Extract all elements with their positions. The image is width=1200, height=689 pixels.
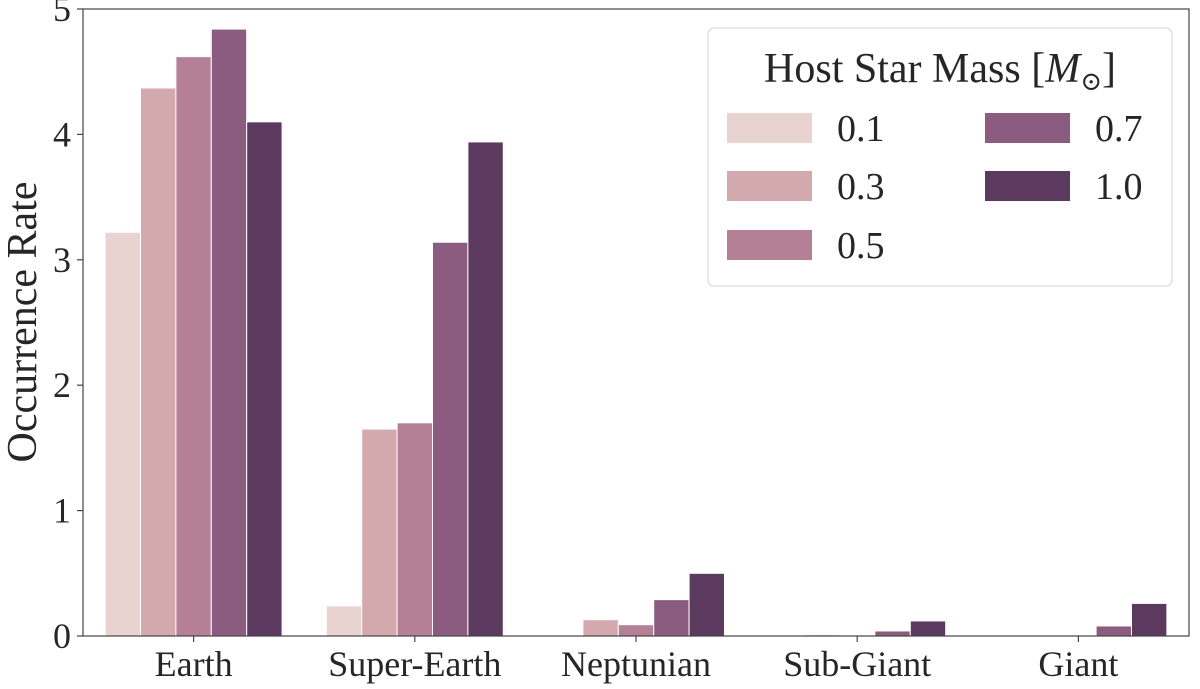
bar-neptunian-0_7 <box>653 599 690 637</box>
legend: Host Star Mass [M⊙] 0.1 0.3 0.5 0.7 1.0 <box>707 27 1173 287</box>
bar-neptunian-0_5 <box>617 624 655 637</box>
y-axis: 0 1 2 3 4 5 <box>53 0 83 656</box>
bar-giant-1_0 <box>1130 602 1168 637</box>
legend-swatch <box>727 230 812 260</box>
legend-frame <box>707 27 1173 287</box>
bar-earth-0_5 <box>175 56 212 637</box>
bar-super-earth-0_7 <box>431 241 469 637</box>
bar-sub-giant-0_7 <box>874 630 911 637</box>
legend-label: 0.5 <box>837 225 885 267</box>
legend-title-subscript: ⊙ <box>1080 67 1102 96</box>
bar-super-earth-1_0 <box>467 141 504 637</box>
bar-super-earth-0_5 <box>396 422 433 637</box>
y-axis-label: Occurrence Rate <box>0 182 46 463</box>
bar-neptunian-0_3 <box>582 619 619 637</box>
x-tick-label: Earth <box>155 644 233 684</box>
legend-swatch <box>727 113 812 143</box>
x-axis: Earth Super-Earth Neptunian Sub-Giant Giant <box>155 636 1118 684</box>
bar-earth-0_7 <box>210 28 248 637</box>
bar-earth-1_0 <box>246 121 283 637</box>
y-tick-label: 4 <box>53 114 71 154</box>
y-tick-label: 0 <box>53 616 71 656</box>
legend-swatch <box>985 171 1070 201</box>
bar-super-earth-0_1 <box>325 605 363 637</box>
legend-label: 0.3 <box>837 166 885 208</box>
bar-super-earth-0_3 <box>361 428 398 637</box>
x-tick-label: Sub-Giant <box>783 644 931 684</box>
y-tick-label: 3 <box>53 240 71 280</box>
x-tick-label: Neptunian <box>561 644 711 684</box>
y-tick-label: 2 <box>53 365 71 405</box>
legend-label: 0.1 <box>837 108 885 150</box>
legend-title-suffix: ] <box>1102 46 1116 92</box>
legend-title-symbol: M <box>1044 46 1082 92</box>
y-tick-label: 5 <box>53 0 71 29</box>
legend-title: Host Star Mass [M⊙] <box>764 46 1116 96</box>
bar-giant-0_7 <box>1095 625 1132 637</box>
bar-earth-0_3 <box>140 87 177 637</box>
bars-group <box>104 28 1168 637</box>
bar-earth-0_1 <box>104 231 142 637</box>
legend-title-prefix: Host Star Mass [ <box>764 46 1045 92</box>
legend-label: 0.7 <box>1095 108 1143 150</box>
legend-entries: 0.1 0.3 0.5 0.7 1.0 <box>727 108 1143 267</box>
legend-label: 1.0 <box>1095 166 1143 208</box>
bar-sub-giant-1_0 <box>909 620 947 637</box>
legend-swatch <box>727 171 812 201</box>
y-tick-label: 1 <box>53 491 71 531</box>
x-tick-label: Super-Earth <box>328 644 501 684</box>
bar-neptunian-1_0 <box>688 572 725 637</box>
x-tick-label: Giant <box>1038 644 1118 684</box>
legend-swatch <box>985 113 1070 143</box>
